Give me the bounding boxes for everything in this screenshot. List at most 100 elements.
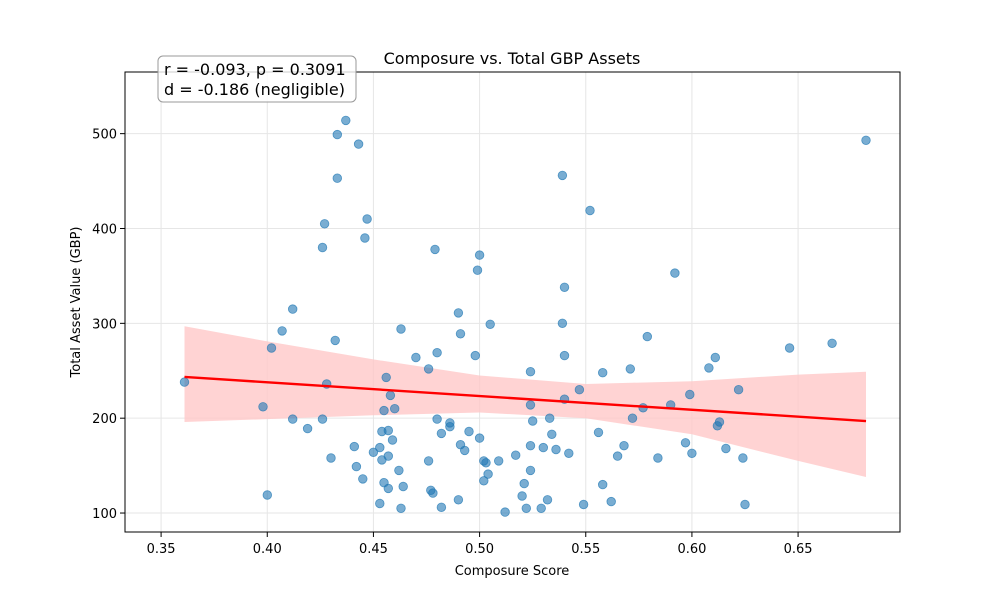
data-point-29	[379, 405, 389, 416]
data-point-63	[479, 476, 489, 486]
data-point-62	[474, 433, 485, 443]
data-point-0	[179, 377, 190, 387]
data-point-107	[680, 438, 691, 448]
data-point-1	[258, 402, 268, 412]
data-point-52	[445, 422, 455, 432]
confidence-band-area	[184, 326, 866, 477]
data-point-90	[564, 448, 574, 459]
y-tick-label-4: 500	[92, 128, 117, 143]
data-point-96	[598, 479, 608, 490]
data-point-4	[277, 326, 287, 336]
data-point-61	[474, 250, 485, 260]
data-point-89	[559, 350, 570, 361]
data-point-60	[472, 265, 483, 275]
data-point-91	[574, 385, 585, 395]
data-point-20	[358, 474, 368, 484]
y-tick-label-1: 200	[92, 412, 117, 427]
stats-annotation: r = -0.093, p = 0.3091 d = -0.186 (negli…	[157, 55, 357, 103]
y-axis-label: Total Asset Value (GBP)	[69, 227, 84, 379]
data-point-53	[453, 308, 464, 318]
data-points	[179, 115, 871, 517]
data-point-40	[398, 481, 408, 492]
data-point-93	[585, 205, 595, 216]
data-point-38	[396, 324, 406, 334]
x-tick-label-0: 0.35	[147, 542, 176, 557]
data-point-65	[481, 458, 491, 468]
data-point-16	[341, 115, 351, 126]
data-point-57	[460, 445, 470, 456]
data-point-69	[500, 507, 510, 517]
data-point-101	[627, 413, 638, 423]
y-axis-ticks: 100 200 300 400 500	[92, 128, 125, 522]
data-point-108	[685, 389, 695, 400]
y-tick-label-2: 300	[92, 317, 117, 332]
data-point-37	[394, 465, 404, 476]
data-point-117	[740, 499, 750, 510]
data-point-76	[525, 465, 536, 476]
data-point-43	[423, 456, 434, 466]
data-point-6	[288, 414, 298, 424]
data-point-67	[485, 319, 495, 330]
data-point-78	[528, 416, 538, 426]
data-point-32	[383, 425, 394, 436]
data-point-98	[612, 451, 623, 461]
data-point-119	[827, 338, 837, 349]
x-axis-ticks: 0.35 0.40 0.45 0.50 0.55 0.60 0.65	[147, 532, 813, 557]
data-point-109	[687, 448, 697, 459]
data-point-47	[432, 414, 442, 424]
data-point-8	[317, 414, 328, 424]
data-point-82	[545, 413, 555, 423]
data-point-45	[428, 488, 438, 498]
data-point-103	[642, 331, 653, 342]
data-point-21	[360, 233, 370, 243]
data-point-95	[598, 368, 608, 378]
y-tick-label-3: 400	[92, 222, 117, 237]
data-point-70	[511, 450, 521, 460]
data-point-7	[302, 423, 313, 434]
data-point-54	[453, 495, 464, 505]
regression-line	[184, 375, 867, 423]
x-axis-label: Composure Score	[455, 564, 570, 579]
data-point-104	[653, 453, 663, 463]
x-tick-label-6: 0.65	[784, 542, 813, 557]
data-point-80	[538, 442, 549, 453]
data-point-116	[738, 453, 748, 463]
data-point-71	[517, 491, 527, 501]
data-point-75	[525, 367, 536, 377]
data-point-10	[319, 219, 330, 229]
data-point-79	[536, 503, 546, 514]
data-point-81	[542, 495, 553, 505]
data-point-74	[525, 400, 536, 410]
data-point-31	[383, 451, 394, 461]
data-point-9	[317, 242, 328, 253]
data-point-39	[396, 503, 406, 514]
data-point-84	[551, 444, 561, 455]
data-point-23	[368, 447, 379, 458]
data-point-66	[483, 469, 493, 479]
data-point-18	[351, 461, 362, 472]
data-point-73	[521, 503, 532, 514]
data-point-120	[861, 135, 871, 146]
x-tick-label-1: 0.40	[253, 542, 282, 557]
data-point-113	[714, 417, 725, 427]
plot-frame	[124, 71, 901, 533]
data-point-25	[375, 442, 385, 453]
stats-box	[157, 55, 357, 103]
x-tick-label-2: 0.45	[359, 542, 388, 557]
x-tick-label-5: 0.60	[677, 542, 706, 557]
data-point-86	[557, 318, 568, 329]
data-point-33	[383, 483, 394, 494]
confidence-band	[184, 326, 866, 477]
data-point-68	[494, 456, 504, 466]
data-point-42	[423, 364, 434, 374]
data-point-111	[710, 352, 721, 363]
data-point-13	[330, 335, 340, 346]
data-point-114	[721, 443, 731, 454]
data-point-58	[464, 426, 474, 437]
data-point-14	[332, 129, 343, 140]
data-point-92	[578, 499, 589, 510]
data-point-5	[288, 304, 298, 314]
data-point-34	[385, 390, 396, 401]
data-point-41	[411, 352, 421, 363]
